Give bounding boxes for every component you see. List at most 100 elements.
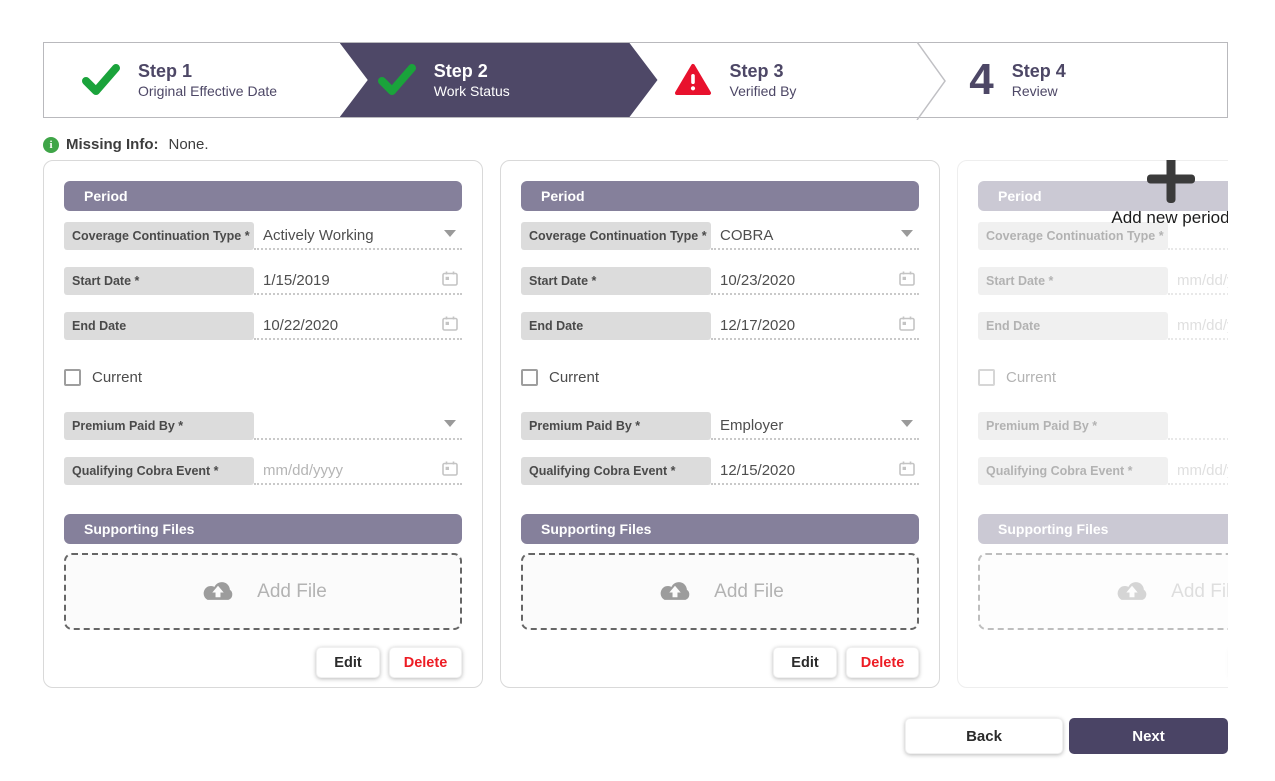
start-date-label: Start Date * (521, 267, 711, 295)
qualifying-event-row: Qualifying Cobra Event * mm/dd/yyyy (978, 457, 1228, 485)
delete-button[interactable]: Delete (846, 647, 919, 678)
step-title: Step 1 (138, 61, 193, 81)
end-date-row: End Date mm/dd/yyyy (978, 312, 1228, 340)
plus-icon[interactable] (1144, 160, 1198, 206)
calendar-icon[interactable] (899, 271, 915, 286)
calendar-icon[interactable] (442, 316, 458, 331)
coverage-type-select (1168, 222, 1228, 250)
period-card-3-placeholder: Period Coverage Continuation Type * Star… (957, 160, 1228, 688)
wizard-stepper: Step 1 Original Effective Date Step 2 Wo… (43, 42, 1228, 120)
calendar-icon[interactable] (899, 316, 915, 331)
step-1[interactable]: Step 1 Original Effective Date (44, 43, 340, 117)
coverage-type-label: Coverage Continuation Type * (64, 222, 254, 250)
missing-info-label: Missing Info: (66, 136, 159, 153)
qualifying-event-label: Qualifying Cobra Event * (978, 457, 1168, 485)
step-separator-chevron (916, 42, 947, 120)
premium-paid-by-row: Premium Paid By * (978, 412, 1228, 440)
calendar-icon[interactable] (899, 461, 915, 476)
period-card-2: Period Coverage Continuation Type * COBR… (500, 160, 940, 688)
edit-button[interactable]: Edit (316, 647, 380, 678)
period-header: Period (64, 181, 462, 211)
calendar-icon[interactable] (442, 461, 458, 476)
current-checkbox[interactable] (64, 368, 81, 386)
coverage-type-row: Coverage Continuation Type * COBRA (521, 222, 919, 250)
chevron-down-icon[interactable] (901, 229, 913, 237)
end-date-label: End Date (64, 312, 254, 340)
missing-info-value: None. (168, 136, 209, 153)
period-header: Period (521, 181, 919, 211)
qualifying-event-input[interactable]: mm/dd/yyyy (254, 457, 462, 485)
end-date-input[interactable]: 12/17/2020 (711, 312, 919, 340)
supporting-files-header: Supporting Files (64, 514, 462, 544)
start-date-input: mm/dd/yyyy (1168, 267, 1228, 295)
check-icon (82, 64, 120, 96)
next-button[interactable]: Next (1069, 718, 1228, 754)
calendar-icon[interactable] (442, 271, 458, 286)
current-checkbox (978, 368, 995, 386)
current-checkbox-row: Current (521, 367, 919, 387)
add-file-dropzone[interactable]: Add File (521, 553, 919, 630)
start-date-row: Start Date * mm/dd/yyyy (978, 267, 1228, 295)
step-4[interactable]: 4 Step 4 Review (916, 42, 1227, 120)
missing-info-banner: i Missing Info: None. (43, 136, 209, 153)
add-file-label: Add File (257, 580, 327, 602)
premium-paid-by-select[interactable]: Employer (711, 412, 919, 440)
premium-paid-by-row: Premium Paid By * (64, 412, 462, 440)
start-date-input[interactable]: 1/15/2019 (254, 267, 462, 295)
period-header: Period (978, 181, 1228, 211)
coverage-type-select[interactable]: Actively Working (254, 222, 462, 250)
coverage-type-label: Coverage Continuation Type * (978, 222, 1168, 250)
chevron-down-icon[interactable] (901, 419, 913, 427)
coverage-type-row: Coverage Continuation Type * (978, 222, 1228, 250)
end-date-input[interactable]: 10/22/2020 (254, 312, 462, 340)
edit-button[interactable]: Edit (773, 647, 837, 678)
add-new-period-label: Add new period (1111, 208, 1228, 227)
qualifying-event-label: Qualifying Cobra Event * (521, 457, 711, 485)
warning-icon (674, 63, 712, 97)
current-label: Current (1006, 368, 1057, 386)
add-file-dropzone[interactable]: Add File (64, 553, 462, 630)
card-actions: Edit Delete (521, 647, 919, 678)
current-checkbox[interactable] (521, 368, 538, 386)
end-date-row: End Date 10/22/2020 (64, 312, 462, 340)
start-date-row: Start Date * 1/15/2019 (64, 267, 462, 295)
chevron-down-icon[interactable] (444, 229, 456, 237)
step-number: 4 (969, 55, 994, 104)
step-2[interactable]: Step 2 Work Status (340, 43, 636, 117)
add-new-period-button[interactable]: Add new period (1083, 160, 1228, 228)
supporting-files-header: Supporting Files (521, 514, 919, 544)
end-date-label: End Date (521, 312, 711, 340)
qualifying-event-row: Qualifying Cobra Event * mm/dd/yyyy (64, 457, 462, 485)
info-icon: i (43, 136, 59, 153)
cloud-upload-icon (660, 582, 690, 600)
current-label: Current (92, 368, 143, 386)
step-3[interactable]: Step 3 Verified By (636, 43, 932, 117)
step-subtitle: Review (1011, 82, 1058, 99)
period-card-1: Period Coverage Continuation Type * Acti… (43, 160, 483, 688)
step-subtitle: Verified By (729, 82, 797, 99)
step-subtitle: Work Status (433, 82, 510, 99)
coverage-type-label: Coverage Continuation Type * (521, 222, 711, 250)
period-cards-row: Period Coverage Continuation Type * Acti… (43, 160, 1228, 690)
premium-paid-by-select[interactable] (254, 412, 462, 440)
current-checkbox-row: Current (64, 367, 462, 387)
start-date-input[interactable]: 10/23/2020 (711, 267, 919, 295)
add-file-dropzone: Add File (978, 553, 1228, 630)
back-button[interactable]: Back (905, 718, 1063, 754)
premium-paid-by-label: Premium Paid By * (521, 412, 711, 440)
step-title: Step 3 (729, 61, 784, 81)
current-checkbox-row: Current (978, 367, 1228, 387)
step-title: Step 2 (433, 61, 488, 81)
cloud-upload-icon (203, 582, 233, 600)
supporting-files-header: Supporting Files (978, 514, 1228, 544)
card-actions: Edit Delete (64, 647, 462, 678)
coverage-type-select[interactable]: COBRA (711, 222, 919, 250)
coverage-type-row: Coverage Continuation Type * Actively Wo… (64, 222, 462, 250)
delete-button[interactable]: Delete (389, 647, 462, 678)
end-date-input: mm/dd/yyyy (1168, 312, 1228, 340)
qualifying-event-input[interactable]: 12/15/2020 (711, 457, 919, 485)
end-date-row: End Date 12/17/2020 (521, 312, 919, 340)
start-date-label: Start Date * (64, 267, 254, 295)
chevron-down-icon[interactable] (444, 419, 456, 427)
